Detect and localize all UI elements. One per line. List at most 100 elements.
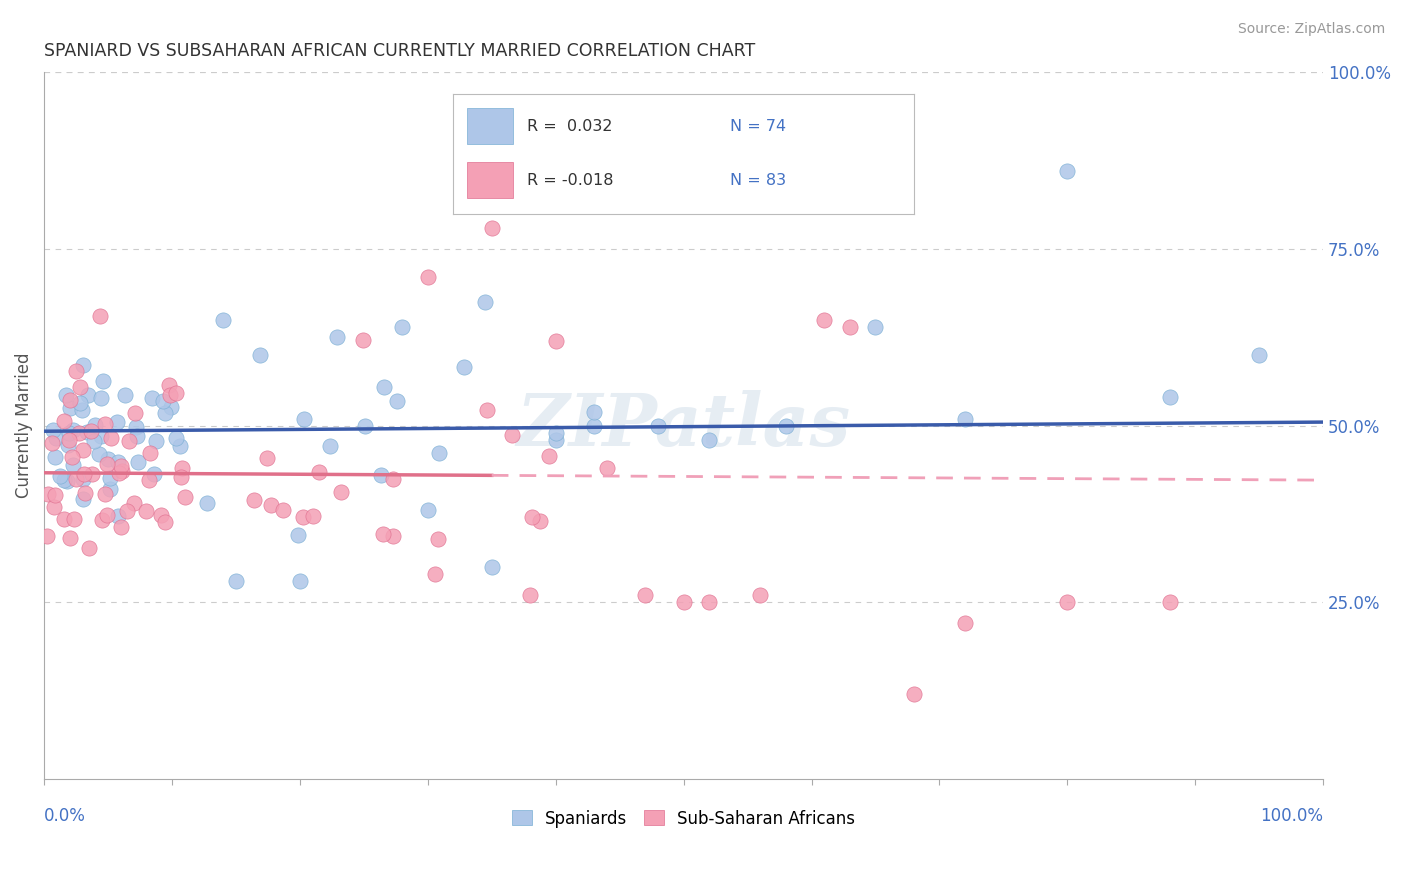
Sub-Saharan Africans bbox=[94, 417, 117, 432]
Spaniards bbox=[370, 468, 392, 483]
Sub-Saharan Africans bbox=[416, 270, 439, 285]
Sub-Saharan Africans bbox=[330, 485, 353, 500]
Sub-Saharan Africans bbox=[139, 445, 162, 459]
Spaniards bbox=[98, 482, 121, 496]
Spaniards bbox=[583, 418, 606, 433]
Spaniards bbox=[325, 329, 347, 343]
Sub-Saharan Africans bbox=[697, 595, 720, 609]
Sub-Saharan Africans bbox=[67, 425, 90, 440]
Spaniards bbox=[83, 434, 105, 449]
Sub-Saharan Africans bbox=[150, 508, 173, 522]
Sub-Saharan Africans bbox=[352, 333, 374, 347]
Sub-Saharan Africans bbox=[501, 428, 523, 442]
Spaniards bbox=[97, 452, 120, 467]
Spaniards bbox=[55, 388, 77, 402]
Sub-Saharan Africans bbox=[72, 442, 94, 457]
Spaniards bbox=[1056, 164, 1078, 178]
Sub-Saharan Africans bbox=[838, 319, 860, 334]
Y-axis label: Currently Married: Currently Married bbox=[15, 353, 32, 499]
Spaniards bbox=[56, 474, 79, 488]
Spaniards bbox=[160, 400, 183, 414]
Spaniards bbox=[69, 396, 91, 410]
Sub-Saharan Africans bbox=[813, 312, 835, 326]
Sub-Saharan Africans bbox=[609, 186, 631, 200]
Sub-Saharan Africans bbox=[1159, 595, 1181, 609]
Spaniards bbox=[59, 401, 82, 416]
Sub-Saharan Africans bbox=[96, 508, 118, 523]
Spaniards bbox=[42, 423, 65, 437]
Sub-Saharan Africans bbox=[89, 309, 111, 323]
Text: SPANIARD VS SUBSAHARAN AFRICAN CURRENTLY MARRIED CORRELATION CHART: SPANIARD VS SUBSAHARAN AFRICAN CURRENTLY… bbox=[44, 42, 755, 60]
Spaniards bbox=[62, 458, 84, 473]
Sub-Saharan Africans bbox=[634, 588, 657, 602]
Sub-Saharan Africans bbox=[165, 385, 187, 400]
Spaniards bbox=[453, 360, 475, 375]
Sub-Saharan Africans bbox=[122, 496, 145, 510]
Sub-Saharan Africans bbox=[115, 503, 138, 517]
Spaniards bbox=[647, 418, 669, 433]
Sub-Saharan Africans bbox=[41, 436, 63, 450]
Spaniards bbox=[44, 450, 66, 465]
Sub-Saharan Africans bbox=[111, 464, 134, 478]
Sub-Saharan Africans bbox=[538, 449, 561, 463]
Sub-Saharan Africans bbox=[170, 461, 193, 475]
Spaniards bbox=[145, 434, 167, 449]
Sub-Saharan Africans bbox=[596, 461, 619, 475]
Sub-Saharan Africans bbox=[138, 474, 160, 488]
Spaniards bbox=[153, 406, 176, 420]
Spaniards bbox=[481, 560, 503, 574]
Sub-Saharan Africans bbox=[308, 465, 330, 479]
Sub-Saharan Africans bbox=[423, 566, 446, 581]
Spaniards bbox=[143, 467, 166, 481]
Spaniards bbox=[141, 392, 163, 406]
Sub-Saharan Africans bbox=[371, 526, 394, 541]
Spaniards bbox=[49, 469, 72, 483]
Sub-Saharan Africans bbox=[170, 470, 193, 484]
Sub-Saharan Africans bbox=[157, 377, 180, 392]
Sub-Saharan Africans bbox=[256, 450, 278, 465]
Text: 0.0%: 0.0% bbox=[44, 807, 86, 825]
Spaniards bbox=[391, 319, 413, 334]
Spaniards bbox=[953, 411, 976, 425]
Sub-Saharan Africans bbox=[117, 434, 139, 449]
Sub-Saharan Africans bbox=[672, 595, 695, 609]
Sub-Saharan Africans bbox=[159, 388, 181, 402]
Spaniards bbox=[865, 319, 887, 334]
Sub-Saharan Africans bbox=[44, 488, 66, 502]
Spaniards bbox=[127, 429, 149, 443]
Sub-Saharan Africans bbox=[65, 472, 87, 486]
Text: 100.0%: 100.0% bbox=[1260, 807, 1323, 825]
Sub-Saharan Africans bbox=[60, 450, 83, 465]
Spaniards bbox=[89, 429, 111, 443]
Sub-Saharan Africans bbox=[953, 616, 976, 631]
Sub-Saharan Africans bbox=[544, 334, 567, 348]
Spaniards bbox=[62, 423, 84, 437]
Spaniards bbox=[775, 418, 797, 433]
Sub-Saharan Africans bbox=[475, 402, 498, 417]
Sub-Saharan Africans bbox=[292, 509, 315, 524]
Sub-Saharan Africans bbox=[110, 520, 132, 534]
Sub-Saharan Africans bbox=[73, 486, 96, 500]
Spaniards bbox=[72, 358, 94, 372]
Sub-Saharan Africans bbox=[271, 502, 294, 516]
Sub-Saharan Africans bbox=[124, 406, 146, 420]
Spaniards bbox=[427, 446, 450, 460]
Spaniards bbox=[105, 415, 128, 429]
Sub-Saharan Africans bbox=[1056, 595, 1078, 609]
Spaniards bbox=[107, 455, 129, 469]
Spaniards bbox=[44, 431, 66, 445]
Sub-Saharan Africans bbox=[90, 513, 112, 527]
Spaniards bbox=[212, 312, 235, 326]
Spaniards bbox=[152, 394, 174, 409]
Sub-Saharan Africans bbox=[522, 510, 544, 524]
Sub-Saharan Africans bbox=[749, 588, 772, 602]
Legend: Spaniards, Sub-Saharan Africans: Spaniards, Sub-Saharan Africans bbox=[505, 803, 862, 834]
Sub-Saharan Africans bbox=[260, 499, 283, 513]
Spaniards bbox=[249, 348, 271, 362]
Spaniards bbox=[107, 508, 129, 523]
Sub-Saharan Africans bbox=[301, 508, 323, 523]
Spaniards bbox=[90, 391, 112, 405]
Spaniards bbox=[56, 438, 79, 452]
Sub-Saharan Africans bbox=[53, 512, 76, 526]
Sub-Saharan Africans bbox=[427, 533, 450, 547]
